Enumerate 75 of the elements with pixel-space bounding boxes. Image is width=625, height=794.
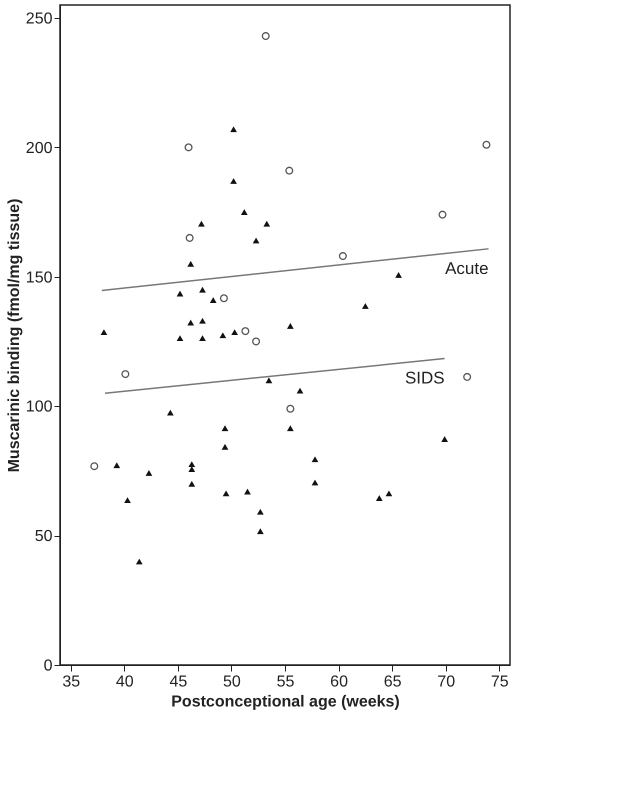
point	[187, 260, 194, 267]
point	[296, 388, 304, 394]
point	[252, 238, 260, 244]
point	[188, 461, 196, 468]
point	[257, 508, 264, 515]
point	[176, 290, 184, 296]
point	[386, 490, 392, 496]
point	[222, 490, 230, 496]
y-tick-label: 200	[26, 140, 53, 157]
point	[441, 436, 448, 442]
point	[136, 558, 143, 564]
point	[395, 272, 402, 278]
x-tick-label: 75	[490, 674, 509, 690]
point	[286, 404, 294, 413]
point	[263, 220, 270, 227]
point	[438, 210, 447, 219]
point	[266, 377, 272, 384]
point	[230, 126, 237, 132]
point	[222, 425, 228, 432]
x-tick-label: 35	[62, 674, 80, 690]
point	[210, 297, 217, 303]
point	[199, 335, 206, 342]
point	[199, 286, 206, 293]
point	[244, 488, 251, 494]
point	[262, 32, 270, 40]
point	[186, 234, 194, 242]
point	[482, 140, 490, 149]
point	[231, 329, 238, 336]
point	[376, 495, 383, 501]
x-tick-label: 60	[330, 674, 348, 690]
point	[285, 166, 294, 175]
point	[188, 466, 196, 472]
x-tick-label: 45	[169, 674, 188, 690]
y-axis-title: Muscarinic binding (fmol/mg tissue)	[6, 198, 23, 472]
point	[312, 456, 318, 462]
point	[188, 480, 196, 487]
point	[241, 327, 250, 336]
point	[176, 335, 184, 342]
point	[124, 497, 131, 504]
x-tick-label: 65	[384, 674, 402, 690]
series-label: SIDS	[404, 368, 445, 388]
point	[167, 410, 174, 416]
point	[146, 470, 152, 476]
y-tick-label: 250	[26, 10, 53, 28]
point	[121, 370, 130, 378]
y-tick-label: 100	[26, 398, 53, 416]
point	[113, 462, 120, 468]
point	[362, 303, 369, 309]
point	[338, 252, 347, 260]
point	[220, 294, 228, 302]
y-tick-label: 50	[34, 528, 53, 546]
series-label: Acute	[445, 258, 489, 278]
point	[252, 337, 260, 346]
point	[312, 480, 318, 486]
point	[199, 318, 206, 324]
point	[187, 320, 194, 326]
point	[198, 220, 205, 227]
point	[222, 444, 228, 450]
point	[100, 329, 108, 336]
y-tick-label: 0	[44, 658, 53, 674]
point	[230, 178, 237, 184]
point	[287, 425, 294, 432]
y-tick-label: 150	[26, 269, 53, 286]
x-tick-label: 40	[116, 674, 134, 690]
x-tick-label: 50	[223, 674, 241, 690]
point	[90, 462, 98, 470]
x-tick-label: 55	[276, 674, 294, 690]
point	[240, 209, 248, 215]
point	[463, 372, 472, 381]
point	[257, 528, 264, 534]
point	[184, 143, 193, 152]
x-tick-label: 70	[437, 674, 456, 690]
point	[287, 323, 294, 329]
point	[220, 332, 226, 338]
x-axis-title: Postconceptional age (weeks)	[171, 694, 400, 710]
